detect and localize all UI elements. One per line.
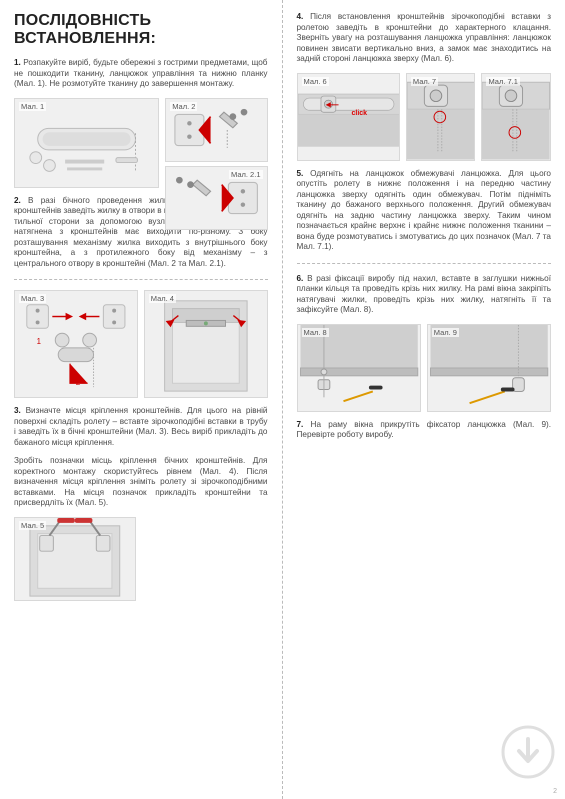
figure-4-label: Мал. 4 xyxy=(149,294,176,303)
divider-right xyxy=(297,263,552,264)
step-1-text: 1. Розпакуйте виріб, будьте обережні з г… xyxy=(14,58,268,90)
right-column: 4. Після встановлення кронштейнів зірочк… xyxy=(283,0,565,799)
figure-2: Мал. 2 xyxy=(165,98,267,162)
page-title: ПОСЛІДОВНІСТЬ ВСТАНОВЛЕННЯ: xyxy=(14,12,268,48)
figure-row-1: Мал. 1 Мал. 2 xyxy=(14,98,268,188)
figure-2-label: Мал. 2 xyxy=(170,102,197,111)
watermark-icon xyxy=(501,725,555,779)
step-6-text: 6. В разі фіксації виробу під нахил, вст… xyxy=(297,274,552,316)
figure-4: Мал. 4 xyxy=(144,290,268,398)
step-3a-text: 3. Визначте місця кріплення кронштейнів.… xyxy=(14,406,268,448)
click-badge: click xyxy=(352,110,368,117)
figure-6-label: Мал. 6 xyxy=(302,77,329,86)
figure-5: Мал. 5 xyxy=(14,517,136,601)
figure-2-1: Мал. 2.1 xyxy=(165,166,267,230)
figure-5-label: Мал. 5 xyxy=(19,521,46,530)
figure-row-4: Мал. 6 click Мал. 7 xyxy=(297,73,552,161)
page-number: 2 xyxy=(553,788,557,795)
figure-row-2: Мал. 3 1 2 xyxy=(14,290,268,398)
step-3b-text: Зробіть позначки місць кріплення бічних … xyxy=(14,456,268,509)
figure-7-1-label: Мал. 7.1 xyxy=(486,77,519,86)
step-5-text: 5. Одягніть на ланцюжок обмежувачі ланцю… xyxy=(297,169,552,253)
svg-text:1: 1 xyxy=(37,337,41,346)
figure-1: Мал. 1 xyxy=(14,98,159,188)
step-7-text: 7. На раму вікна прикрутіть фіксатор лан… xyxy=(297,420,552,441)
figure-3-label: Мал. 3 xyxy=(19,294,46,303)
figure-7-label: Мал. 7 xyxy=(411,77,438,86)
figure-7-1: Мал. 7.1 xyxy=(481,73,551,161)
figure-7: Мал. 7 xyxy=(406,73,476,161)
left-column: ПОСЛІДОВНІСТЬ ВСТАНОВЛЕННЯ: 1. Розпакуйт… xyxy=(0,0,283,799)
figure-9: Мал. 9 xyxy=(427,324,551,412)
step-4-text: 4. Після встановлення кронштейнів зірочк… xyxy=(297,12,552,65)
figure-8: Мал. 8 xyxy=(297,324,421,412)
figure-row-3: Мал. 5 xyxy=(14,517,268,601)
figure-8-label: Мал. 8 xyxy=(302,328,329,337)
figure-9-label: Мал. 9 xyxy=(432,328,459,337)
figure-1-label: Мал. 1 xyxy=(19,102,46,111)
figure-6: Мал. 6 click xyxy=(297,73,400,161)
instruction-page: ПОСЛІДОВНІСТЬ ВСТАНОВЛЕННЯ: 1. Розпакуйт… xyxy=(0,0,565,799)
figure-3: Мал. 3 1 2 xyxy=(14,290,138,398)
figure-row-5: Мал. 8 Мал. 9 xyxy=(297,324,552,412)
divider-left xyxy=(14,279,268,280)
figure-2-1-label: Мал. 2.1 xyxy=(229,170,262,179)
